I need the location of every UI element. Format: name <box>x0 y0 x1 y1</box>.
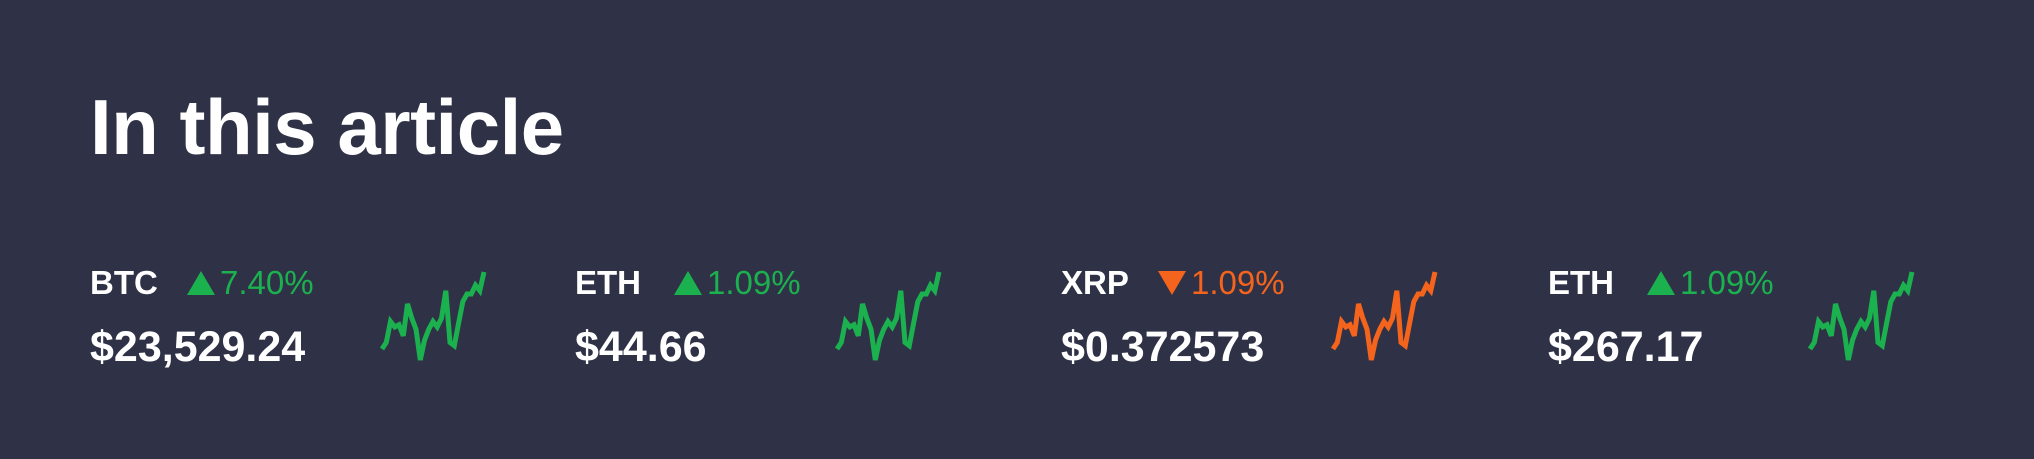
ticker-symbol: BTC <box>90 264 158 301</box>
ticker-change: 1.09% <box>1646 266 1774 299</box>
sparkline-line <box>834 271 942 361</box>
ticker-symbol: XRP <box>1061 264 1129 301</box>
ticker-eth[interactable]: ETH 1.09% $44.66 <box>575 258 975 398</box>
sparkline-line <box>1330 271 1438 361</box>
ticker-change-value: 1.09% <box>1680 264 1774 301</box>
ticker-list: BTC 7.40% $23,529.24 ETH 1.09% $44.66 XR… <box>0 258 2034 398</box>
ticker-symbol: ETH <box>575 264 641 301</box>
arrow-up-icon <box>1647 270 1675 295</box>
arrow-up-icon <box>187 270 215 295</box>
page-title: In this article <box>90 83 564 171</box>
sparkline-chart <box>1807 271 1915 361</box>
ticker-change: 7.40% <box>186 266 314 299</box>
ticker-btc[interactable]: BTC 7.40% $23,529.24 <box>90 258 490 398</box>
sparkline-chart <box>379 271 487 361</box>
arrow-up-icon <box>674 270 702 295</box>
sparkline-chart <box>1330 271 1438 361</box>
ticker-change: 1.09% <box>1157 266 1285 299</box>
ticker-change: 1.09% <box>673 266 801 299</box>
ticker-eth-2[interactable]: ETH 1.09% $267.17 <box>1548 258 1948 398</box>
arrow-down-icon <box>1158 270 1186 295</box>
sparkline-line <box>379 271 487 361</box>
ticker-change-value: 7.40% <box>220 264 314 301</box>
ticker-change-value: 1.09% <box>1191 264 1285 301</box>
ticker-symbol: ETH <box>1548 264 1614 301</box>
sparkline-chart <box>834 271 942 361</box>
ticker-change-value: 1.09% <box>707 264 801 301</box>
sparkline-line <box>1807 271 1915 361</box>
ticker-price: $267.17 <box>1548 323 1704 371</box>
ticker-xrp[interactable]: XRP 1.09% $0.372573 <box>1061 258 1461 398</box>
ticker-price: $0.372573 <box>1061 323 1265 371</box>
ticker-price: $23,529.24 <box>90 323 306 371</box>
ticker-price: $44.66 <box>575 323 707 371</box>
